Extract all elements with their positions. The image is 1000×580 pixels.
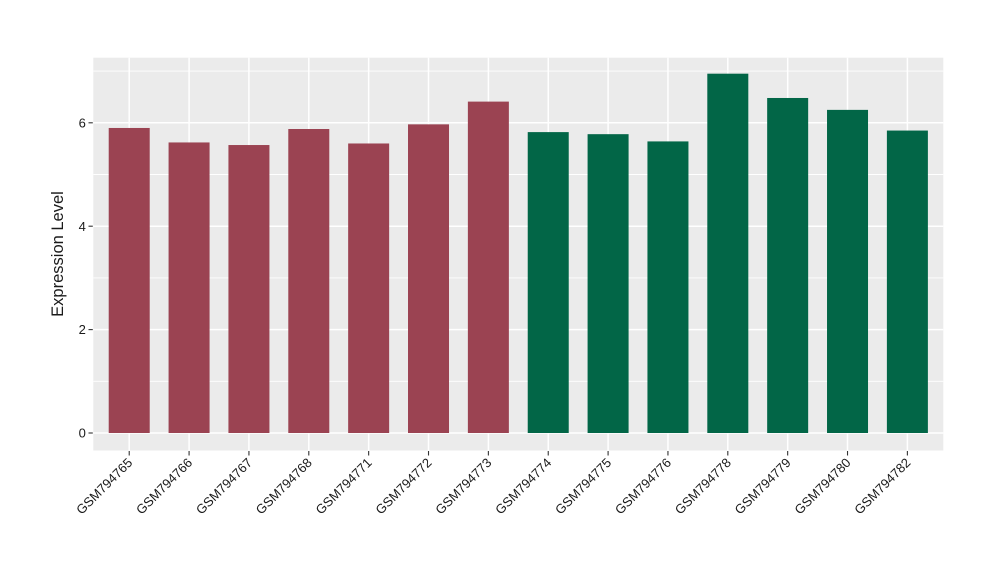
bar-GSM794774: [527, 132, 569, 433]
bar-GSM794782: [886, 130, 928, 433]
bar-GSM794768: [288, 129, 330, 433]
y-tick-label-4: 4: [79, 219, 86, 234]
plot-panel: [93, 57, 944, 451]
x-tick-label-GSM794779: GSM794779: [732, 455, 794, 517]
x-tick-label-GSM794773: GSM794773: [432, 455, 494, 517]
bar-GSM794766: [168, 142, 210, 434]
bar-GSM794771: [348, 143, 390, 434]
x-tick-label-GSM794766: GSM794766: [133, 455, 195, 517]
x-tick-label-GSM794771: GSM794771: [313, 455, 375, 517]
y-tick-label-6: 6: [79, 115, 86, 130]
x-tick-label-GSM794782: GSM794782: [851, 455, 913, 517]
bars-layer: [108, 73, 928, 434]
x-tick-label-GSM794767: GSM794767: [193, 455, 255, 517]
bar-GSM794773: [467, 101, 509, 433]
bar-GSM794778: [707, 73, 749, 433]
x-tick-label-GSM794772: GSM794772: [372, 455, 434, 517]
x-tick-label-GSM794774: GSM794774: [492, 455, 554, 517]
x-tick-label-GSM794765: GSM794765: [73, 455, 135, 517]
y-axis-title: Expression Level: [49, 191, 67, 317]
x-tick-label-GSM794776: GSM794776: [612, 455, 674, 517]
x-tick-label-GSM794778: GSM794778: [672, 455, 734, 517]
bar-GSM794772: [408, 124, 450, 433]
bar-GSM794765: [108, 127, 150, 433]
x-tick-label-GSM794775: GSM794775: [552, 455, 614, 517]
bar-GSM794780: [827, 109, 869, 433]
bar-GSM794776: [647, 141, 689, 434]
bar-GSM794767: [228, 145, 270, 433]
bar-GSM794779: [767, 97, 809, 433]
y-tick-label-2: 2: [79, 322, 86, 337]
y-tick-label-0: 0: [79, 426, 86, 441]
bar-GSM794775: [587, 134, 629, 433]
x-tick-label-GSM794780: GSM794780: [791, 455, 853, 517]
panel-background-layer: [93, 57, 944, 451]
x-tick-label-GSM794768: GSM794768: [253, 455, 315, 517]
